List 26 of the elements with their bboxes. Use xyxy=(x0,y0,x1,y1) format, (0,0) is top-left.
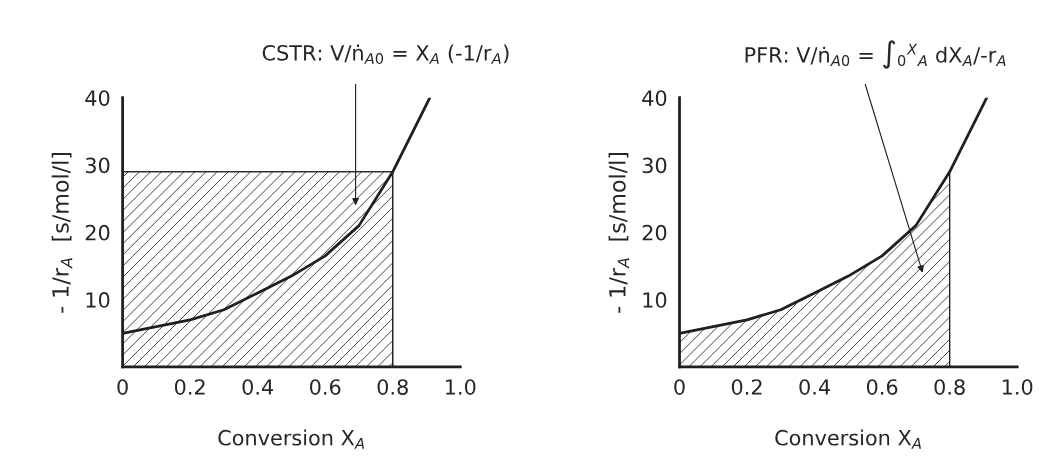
y-tick-label: 10 xyxy=(86,292,110,308)
x-tick-label: 0.4 xyxy=(242,379,274,395)
text: PFR: V/ṅ$_{A0}$ = ∫$_{0}$$^{X}$$_{A}$ dX$_{A}$/-r$_{A}$ xyxy=(745,40,1006,69)
x-tick-label: 0.4 xyxy=(799,379,830,395)
y-tick-label: 40 xyxy=(642,90,667,106)
x-tick-label: 0.6 xyxy=(866,379,898,395)
y-tick-label: 20 xyxy=(85,224,110,241)
x-tick-label: 0.8 xyxy=(377,379,408,395)
x-tick-label: 0 xyxy=(117,379,128,395)
y-tick-label: 30 xyxy=(642,157,667,174)
x-axis-title: Conversion X$_{A}$ xyxy=(218,429,365,449)
text: CSTR: V/ṅ$_{A0}$ = X$_{A}$ (-1/r$_{A}$) xyxy=(262,44,509,65)
x-tick-label: 0 xyxy=(674,379,685,395)
x-tick-label: 1.0 xyxy=(1002,379,1033,395)
x-tick-label: 0.6 xyxy=(310,379,341,395)
y-axis-title: - 1/r$_{A}$ [s/mol/l] xyxy=(51,152,73,313)
x-tick-label: 0.8 xyxy=(934,379,965,395)
y-tick-label: 40 xyxy=(85,90,110,106)
y-axis-title: - 1/r$_{A}$ [s/mol/l] xyxy=(608,152,630,313)
y-tick-label: 10 xyxy=(643,292,667,308)
x-tick-label: 1.0 xyxy=(446,379,476,395)
x-tick-label: 0.2 xyxy=(731,379,762,395)
x-tick-label: 0.2 xyxy=(174,379,205,395)
y-tick-label: 20 xyxy=(642,224,667,241)
y-tick-label: 30 xyxy=(85,157,110,174)
x-axis-title: Conversion X$_{A}$ xyxy=(775,429,921,449)
